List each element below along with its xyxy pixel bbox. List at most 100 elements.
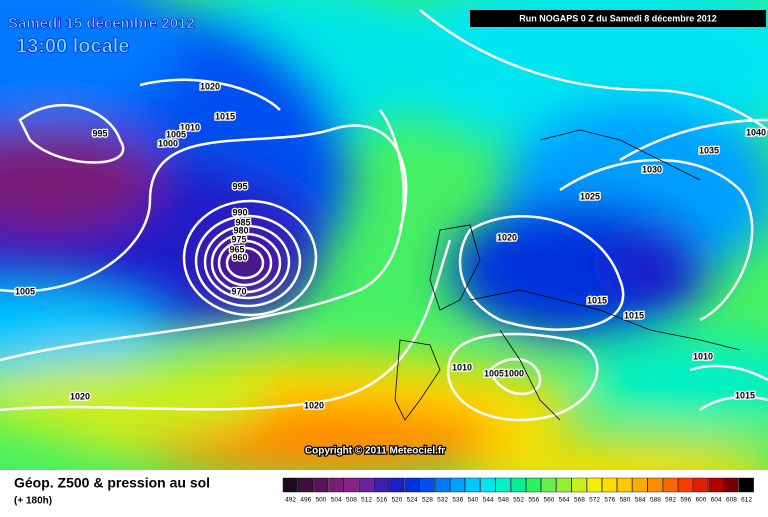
isobar-label: 980 <box>233 225 248 235</box>
isobar-label: 1000 <box>158 138 178 148</box>
isobar-label: 1020 <box>304 400 324 410</box>
colorbar-label: 536 <box>452 497 463 504</box>
copyright: Copyright © 2011 Meteociel.fr <box>305 446 445 457</box>
isobar-label: 1025 <box>580 191 600 201</box>
colorbar-cell <box>556 477 572 493</box>
isobar-label: 990 <box>232 207 247 217</box>
colorbar-label: 600 <box>696 497 707 504</box>
colorbar-label: 508 <box>346 497 357 504</box>
colorbar-label: 496 <box>300 497 311 504</box>
colorbar-label: 608 <box>726 497 737 504</box>
colorbar-cell <box>480 477 496 493</box>
isobar-label: 1020 <box>497 232 517 242</box>
isobar-label: 995 <box>232 181 247 191</box>
colorbar-cell <box>282 477 298 493</box>
isobar-label: 1040 <box>746 127 766 137</box>
colorbar-cell <box>632 477 648 493</box>
colorbar-cell <box>510 477 526 493</box>
colorbar-cell <box>526 477 542 493</box>
colorbar-label: 500 <box>316 497 327 504</box>
isobar-label: 1030 <box>642 164 662 174</box>
colorbar-label: 580 <box>620 497 631 504</box>
colorbar-label: 516 <box>376 497 387 504</box>
colorbar-label: 588 <box>650 497 661 504</box>
colorbar-label: 540 <box>468 497 479 504</box>
colorbar-cell <box>541 477 557 493</box>
colorbar-cell <box>586 477 602 493</box>
isobar-label: 1020 <box>70 391 90 401</box>
colorbar-cell <box>298 477 314 493</box>
colorbar-cell <box>723 477 739 493</box>
isobar-label: 1010 <box>693 351 713 361</box>
colorbar-cell <box>313 477 329 493</box>
colorbar-label: 524 <box>407 497 418 504</box>
colorbar-label: 492 <box>285 497 296 504</box>
isobar-label: 1005 <box>484 368 504 378</box>
isobar-label: 1015 <box>735 390 755 400</box>
colorbar-label: 604 <box>711 497 722 504</box>
colorbar-label: 596 <box>680 497 691 504</box>
colorbar-cell <box>571 477 587 493</box>
colorbar-label: 512 <box>361 497 372 504</box>
colorbar-cell <box>647 477 663 493</box>
colorbar-cell <box>495 477 511 493</box>
colorbar-cell <box>434 477 450 493</box>
isobar-label: 1005 <box>15 286 35 296</box>
colorbar-label: 576 <box>604 497 615 504</box>
colorbar-label: 572 <box>589 497 600 504</box>
isobar-label: 1005 <box>166 129 186 139</box>
colorbar-label: 568 <box>574 497 585 504</box>
colorbar-cell <box>374 477 390 493</box>
isobar-label: 1015 <box>624 310 644 320</box>
isobar-label: 1020 <box>200 81 220 91</box>
colorbar-cell <box>602 477 618 493</box>
isobar-label: 1000 <box>504 368 524 378</box>
run-info: Run NOGAPS 0 Z du Samedi 8 décembre 2012 <box>519 13 717 23</box>
legend-title: Géop. Z500 & pression au sol <box>14 475 210 491</box>
isobar-labels: 1020101510101005100099599599098598097596… <box>14 80 768 412</box>
colorbar-cell <box>738 477 754 493</box>
colorbar-cell <box>662 477 678 493</box>
colorbar-cell <box>343 477 359 493</box>
isobar-label: 1015 <box>587 295 607 305</box>
colorbar-label: 584 <box>635 497 646 504</box>
coastlines <box>394 129 741 421</box>
colorbar-cell <box>708 477 724 493</box>
colorbar-label: 552 <box>513 497 524 504</box>
colorbar-cell <box>465 477 481 493</box>
colorbar-cell <box>389 477 405 493</box>
colorbar-label: 560 <box>544 497 555 504</box>
colorbar-cell <box>693 477 709 493</box>
colorbar-label: 612 <box>741 497 752 504</box>
colorbar-label: 564 <box>559 497 570 504</box>
colorbar-label: 528 <box>422 497 433 504</box>
isobar-label: 1035 <box>699 145 719 155</box>
colorbar-label: 504 <box>331 497 342 504</box>
colorbar-label: 592 <box>665 497 676 504</box>
run-box <box>470 10 766 27</box>
colorbar-cell <box>328 477 344 493</box>
isobar-label: 970 <box>231 286 246 296</box>
isobar-label: 965 <box>229 244 244 254</box>
isobar-lines <box>0 9 768 422</box>
colorbar-cell <box>450 477 466 493</box>
isobar-label: 1010 <box>452 362 472 372</box>
isobar-label: 995 <box>92 128 107 138</box>
colorbar-cell <box>617 477 633 493</box>
colorbar-cell <box>358 477 374 493</box>
colorbar-label: 520 <box>392 497 403 504</box>
colorbar-label: 544 <box>483 497 494 504</box>
isobar-label: 975 <box>231 234 246 244</box>
colorbar: 492 496 500 504 508 512 516 520 524 528 532 536 540 5… <box>282 477 754 504</box>
field <box>0 0 768 470</box>
isobar-label: 960 <box>232 252 247 262</box>
colorbar-cell <box>404 477 420 493</box>
colorbar-label: 532 <box>437 497 448 504</box>
map-title: Samedi 15 décembre 2012 <box>8 15 195 32</box>
map-subtitle: 13:00 locale <box>16 35 129 57</box>
isobar-label: 1015 <box>215 111 235 121</box>
legend-lead: (+ 180h) <box>14 496 52 507</box>
colorbar-cell <box>419 477 435 493</box>
colorbar-cell <box>678 477 694 493</box>
